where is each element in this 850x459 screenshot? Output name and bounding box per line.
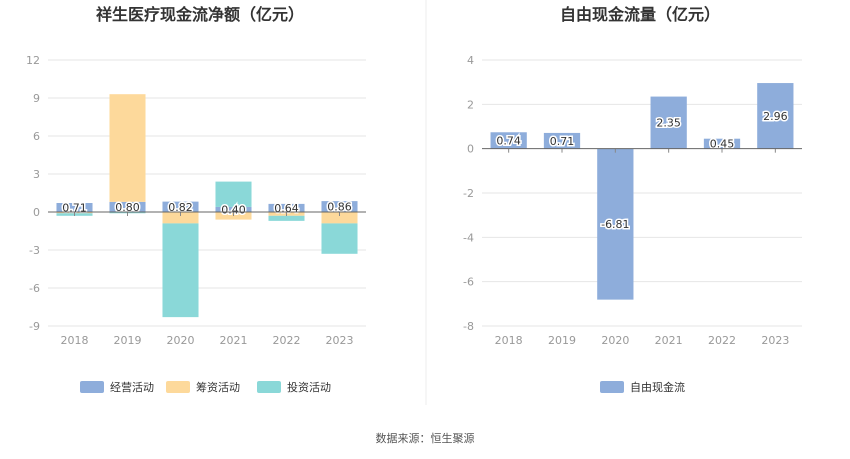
legend-label: 自由现金流	[630, 380, 685, 394]
x-tick-label: 2018	[495, 334, 523, 347]
y-tick-label: 0	[33, 206, 40, 219]
bars	[490, 83, 794, 300]
x-tick-label: 2021	[655, 334, 683, 347]
x-tick-label: 2018	[61, 334, 89, 347]
bar	[490, 132, 527, 149]
source-footer: 数据来源：恒生聚源	[376, 431, 475, 445]
bar	[162, 212, 199, 224]
bar	[268, 215, 305, 221]
y-tick-label: -6	[463, 276, 474, 289]
y-tick-label: -4	[463, 231, 474, 244]
bar	[597, 148, 634, 300]
bar	[162, 201, 199, 212]
data-label: 0.40	[221, 203, 246, 216]
y-axis: 4 2 0 -2 -4 -6 -8	[463, 54, 474, 333]
y-tick-label: -9	[29, 320, 40, 333]
x-tick-label: 2023	[326, 334, 354, 347]
bar	[321, 212, 358, 224]
y-tick-label: 12	[26, 54, 40, 67]
y-tick-label: -8	[463, 320, 474, 333]
data-label: 0.71	[550, 135, 575, 148]
bar	[321, 223, 358, 254]
data-label: 0.82	[168, 201, 193, 214]
bar	[757, 83, 794, 149]
bar	[215, 206, 252, 212]
legend-label: 投资活动	[287, 380, 331, 394]
legend-label: 筹资活动	[196, 380, 240, 394]
chart-title: 自由现金流量（亿元）	[560, 5, 720, 24]
y-tick-label: 9	[33, 92, 40, 105]
x-tick-label: 2019	[548, 334, 576, 347]
x-tick-label: 2023	[761, 334, 789, 347]
y-tick-label: 3	[33, 168, 40, 181]
data-label: 2.96	[763, 110, 788, 123]
y-tick-label: 4	[467, 54, 474, 67]
data-labels: 0.71 0.80 0.82 0.40 0.64 0.86	[61, 199, 354, 218]
legend-label: 经营活动	[110, 380, 154, 394]
bars	[56, 94, 358, 318]
data-label: 0.86	[327, 201, 352, 214]
bar	[56, 203, 93, 212]
y-axis: 12 9 6 3 0 -3 -6 -9	[26, 54, 40, 333]
x-tick-label: 2020	[167, 334, 195, 347]
legend-swatch	[257, 381, 281, 393]
data-label: 0.74	[496, 134, 521, 147]
legend-swatch	[80, 381, 104, 393]
y-tick-label: -2	[463, 187, 474, 200]
legend-swatch	[600, 381, 624, 393]
data-label: 2.35	[656, 117, 681, 130]
y-tick-label: 6	[33, 130, 40, 143]
bar	[162, 223, 199, 318]
grid-lines	[48, 59, 366, 327]
x-tick-label: 2022	[708, 334, 736, 347]
bar	[321, 201, 358, 212]
data-label: -6.81	[601, 218, 629, 231]
bar	[215, 181, 252, 207]
x-axis: 2018 2019 2020 2021 2022 2023	[482, 148, 802, 347]
free-cash-flow-chart: 自由现金流量（亿元） 4 2 0 -2 -4 -6 -8 0.74 0.71 -6.81 2.35…	[463, 5, 802, 394]
data-label: 0.80	[115, 201, 140, 214]
legend: 自由现金流	[600, 380, 685, 394]
y-tick-label: -3	[29, 244, 40, 257]
x-tick-label: 2022	[273, 334, 301, 347]
y-tick-label: 2	[467, 98, 474, 111]
bar	[650, 96, 687, 149]
y-tick-label: 0	[467, 143, 474, 156]
grid-lines	[482, 59, 802, 327]
legend-swatch	[166, 381, 190, 393]
x-tick-label: 2019	[114, 334, 142, 347]
x-axis: 2018 2019 2020 2021 2022 2023	[48, 211, 366, 347]
data-labels: 0.74 0.71-6.812.350.452.96	[495, 108, 789, 232]
legend: 经营活动 筹资活动 投资活动	[80, 380, 331, 394]
x-tick-label: 2020	[601, 334, 629, 347]
bar	[703, 138, 741, 149]
bar	[543, 132, 581, 149]
x-tick-label: 2021	[220, 334, 248, 347]
chart-title: 祥生医疗现金流净额（亿元）	[96, 5, 304, 24]
y-tick-label: -6	[29, 282, 40, 295]
bar	[268, 203, 305, 212]
bar	[109, 94, 146, 202]
bar	[109, 201, 146, 212]
